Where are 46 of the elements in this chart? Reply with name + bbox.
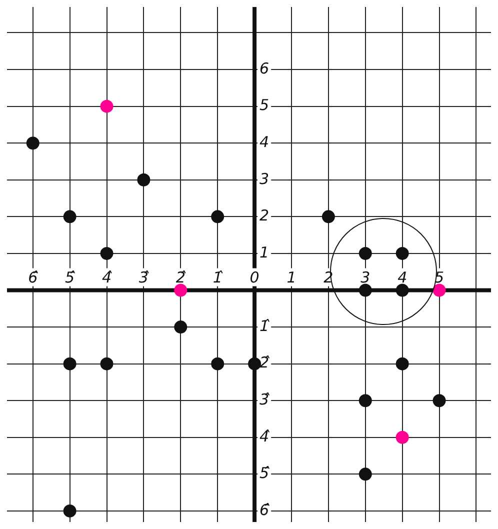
x-tick-label: 6̂ (28, 268, 39, 287)
y-tick-label: 6 (260, 59, 270, 78)
point (137, 173, 150, 186)
x-tick-label: 1̂ (212, 268, 224, 287)
y-tick-label: 4 (260, 133, 270, 151)
point (211, 357, 224, 370)
y-tick-label: 6̂ (260, 500, 270, 519)
x-tick-label: 2̂ (176, 268, 186, 287)
x-tick-label: 3 (360, 268, 370, 287)
x-tick-label: 4̂ (102, 268, 113, 287)
point (174, 320, 188, 334)
point (100, 246, 114, 260)
x-tick-label: 1 (286, 268, 296, 287)
point (358, 284, 372, 297)
point (432, 394, 446, 408)
point (63, 504, 76, 518)
point (432, 284, 446, 297)
x-tick-label: 5̂ (65, 268, 76, 287)
x-tick-label: 4 (398, 268, 408, 287)
y-tick-label: 5̂ (260, 464, 270, 482)
x-tick-label: 3̂ (138, 268, 150, 287)
point (358, 246, 372, 260)
x-tick-label: 0 (250, 268, 260, 287)
point (396, 284, 409, 297)
point (396, 357, 409, 370)
point (358, 394, 372, 408)
y-tick-label: 3 (260, 170, 270, 188)
point (396, 430, 409, 444)
point (100, 357, 114, 370)
y-tick-label: 1 (260, 243, 270, 262)
point (211, 210, 224, 224)
y-tick-label: 1̂ (260, 316, 270, 335)
point (63, 210, 76, 224)
point (174, 284, 188, 297)
point (26, 136, 40, 150)
point (396, 246, 409, 260)
y-tick-label: 4̂ (260, 427, 270, 446)
y-tick-label: 5 (260, 96, 270, 114)
point (248, 357, 262, 370)
point (100, 100, 114, 113)
y-tick-label: 3̂ (260, 390, 270, 408)
point (358, 468, 372, 481)
y-tick-label: 2̂ (260, 354, 270, 372)
y-tick-label: 2 (260, 206, 270, 225)
point (322, 210, 335, 224)
point (63, 357, 76, 370)
